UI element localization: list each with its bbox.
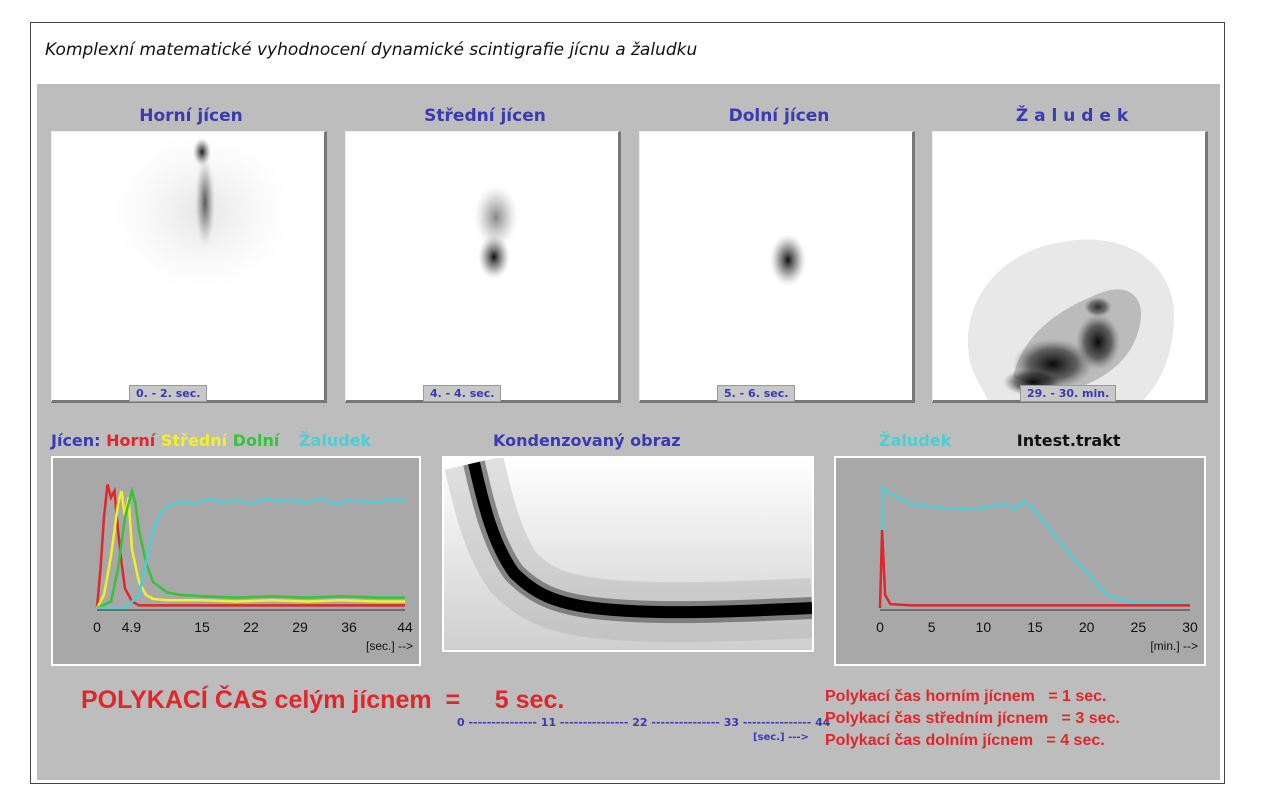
time-tag-stomach: 29. - 30. min. — [1020, 385, 1117, 402]
scan-image-stomach — [932, 131, 1208, 403]
x-tick-label: 10 — [976, 619, 992, 635]
image-label-lower: Dolní jícen — [728, 106, 830, 126]
legend-item-middle: Střední — [160, 431, 228, 450]
title-bar: Komplexní matematické vyhodnocení dynami… — [31, 23, 1224, 83]
chart2-svg: 0 5 10 15 20 25 30 [min.] --> — [876, 486, 1198, 653]
condensed-axis: 0 --------------- 11 --------------- 22 … — [457, 716, 831, 729]
swallow-time-lower: Polykací čas dolním jícnem = 4 sec. — [825, 732, 1105, 749]
time-tag-middle: 4. - 4. sec. — [423, 385, 502, 402]
condensed-image — [442, 456, 814, 652]
x-tick-label: 0 — [876, 619, 884, 635]
condensed-title: Kondenzovaný obraz — [493, 431, 681, 450]
legend-item-upper: Horní — [106, 431, 156, 450]
legend-left-prefix: Jícen: — [51, 431, 101, 450]
condensed-unit: [sec.] ---> — [753, 732, 809, 743]
stomach-curve-chart: 0 5 10 15 20 25 30 [min.] --> — [834, 456, 1206, 666]
esophagus-curve-chart: 0 4.9 15 22 29 36 44 [sec.] --> — [51, 456, 421, 666]
series-line-dolní — [96, 486, 405, 610]
scan-middle-svg — [474, 185, 518, 279]
window-frame: Komplexní matematické vyhodnocení dynami… — [30, 22, 1225, 784]
legend-item-lower: Dolní — [232, 431, 280, 450]
x-tick-label: 25 — [1131, 619, 1147, 635]
legend-right-stomach: Žaludek — [879, 431, 952, 450]
page-title: Komplexní matematické vyhodnocení dynami… — [45, 40, 698, 60]
scan-lower-svg — [770, 234, 806, 286]
image-label-upper: Horní jícen — [139, 106, 243, 126]
x-unit-label: [min.] --> — [1150, 639, 1198, 653]
chart1-svg: 0 4.9 15 22 29 36 44 [sec.] --> — [93, 484, 413, 653]
time-tag-upper: 0. - 2. sec. — [129, 385, 208, 402]
series-line-střední — [95, 490, 405, 609]
x-tick-label: 0 — [93, 619, 101, 635]
series-line-horní — [95, 484, 405, 609]
scan-image-upper — [51, 131, 327, 403]
x-tick-label: 30 — [1182, 619, 1198, 635]
x-tick-label: 4.9 — [122, 619, 142, 635]
x-unit-label: [sec.] --> — [366, 639, 413, 653]
x-tick-label: 44 — [397, 619, 413, 635]
legend-item-stomach: Žaludek — [298, 431, 372, 450]
x-tick-label: 22 — [243, 619, 259, 635]
x-tick-label: 15 — [194, 619, 210, 635]
legend-right-intestine: Intest.trakt — [1016, 431, 1121, 450]
x-tick-label: 5 — [928, 619, 936, 635]
swallow-time-upper: Polykací čas horním jícnem = 1 sec. — [825, 688, 1107, 705]
image-label-middle: Střední jícen — [424, 106, 546, 126]
condensed-svg — [444, 456, 814, 650]
time-tag-lower: 5. - 6. sec. — [717, 385, 796, 402]
legend-left: Jícen: Horní Střední Dolní Žaludek — [51, 431, 371, 450]
series-line-intest.trakt — [878, 529, 1190, 609]
legend-right: Žaludek Intest.trakt — [879, 431, 1121, 450]
swallow-time-total: POLYKACÍ ČAS celým jícnem = 5 sec. — [81, 686, 565, 714]
series-line-žaludek — [97, 497, 406, 610]
x-tick-label: 20 — [1079, 619, 1095, 635]
scan-stomach-svg — [967, 239, 1174, 400]
scan-image-middle — [345, 131, 621, 403]
x-tick-label: 36 — [341, 619, 357, 635]
x-tick-label: 15 — [1027, 619, 1043, 635]
x-tick-label: 29 — [292, 619, 308, 635]
image-label-stomach: Ž a l u d e k — [1015, 106, 1129, 126]
main-panel: Horní jícen Střední jícen Dolní jícen Ž … — [37, 84, 1220, 780]
scan-upper-svg — [112, 132, 292, 292]
swallow-time-middle: Polykací čas středním jícnem = 3 sec. — [825, 710, 1120, 727]
scan-image-lower — [639, 131, 915, 403]
series-line-žaludek — [878, 486, 1191, 609]
